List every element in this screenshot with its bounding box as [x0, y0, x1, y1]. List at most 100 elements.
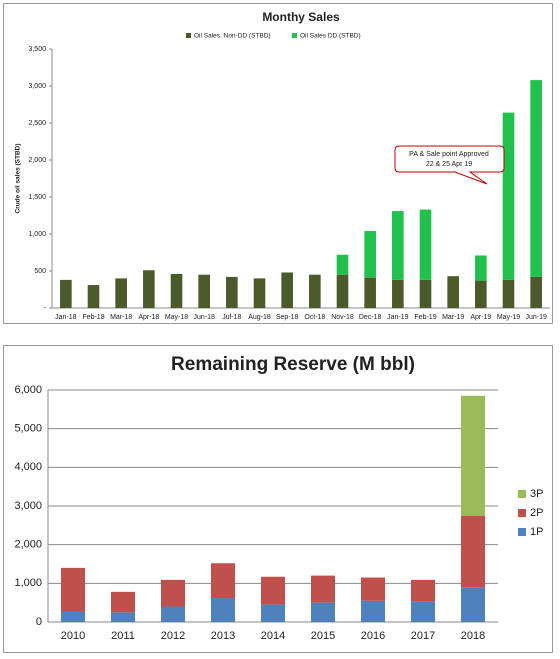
annotation: 22 & 25 Apr 19 — [426, 161, 472, 168]
bar-segment — [502, 279, 515, 308]
y-tick-label: 0 — [36, 616, 42, 628]
x-tick-label: Apr-19 — [470, 314, 491, 321]
y-tick-label: 2,000 — [28, 157, 46, 164]
bar-segment — [392, 211, 404, 280]
bar-segment — [170, 273, 183, 308]
bar-segment — [411, 601, 435, 622]
x-tick-label: Jul-18 — [222, 314, 241, 321]
y-tick-label: 1,000 — [28, 231, 46, 238]
x-tick-label: 2016 — [361, 630, 385, 642]
y-tick-label: 500 — [34, 268, 46, 275]
chart-title: Monthy Sales — [262, 10, 340, 24]
x-tick-label: Jun-18 — [193, 314, 215, 321]
x-tick-label: 2011 — [111, 630, 135, 642]
bar-segment — [311, 602, 335, 622]
y-tick-label: 5,000 — [14, 423, 42, 435]
bar-segment — [530, 276, 542, 308]
bar-segment — [143, 270, 155, 308]
annotation: PA & Sale point Approved — [409, 151, 489, 158]
bar-segment — [475, 280, 487, 308]
bar-segment — [115, 278, 127, 308]
bar-segment — [461, 587, 485, 622]
bar-segment — [502, 112, 515, 280]
y-tick-label: 6,000 — [14, 384, 42, 396]
x-tick-label: Jan-18 — [55, 314, 77, 321]
x-tick-label: Dec-18 — [359, 314, 382, 321]
bar-segment — [161, 606, 185, 622]
bar-segment — [475, 255, 487, 281]
bar-segment — [261, 576, 285, 605]
bar-segment — [336, 254, 349, 275]
legend-label: 2P — [530, 507, 543, 519]
legend-label: 1P — [530, 526, 543, 538]
x-tick-label: 2017 — [411, 630, 435, 642]
bar-segment — [461, 515, 485, 588]
x-tick-label: Aug-18 — [248, 314, 271, 321]
y-axis-label: Crude oil sales (STBD) — [15, 143, 22, 213]
x-tick-label: 2014 — [261, 630, 285, 642]
x-tick-label: May-19 — [497, 314, 520, 321]
x-tick-label: 2013 — [211, 630, 235, 642]
y-tick-label: 3,500 — [28, 46, 46, 53]
bar-segment — [211, 598, 235, 622]
bar-segment — [419, 209, 432, 280]
x-tick-label: 2018 — [461, 630, 485, 642]
x-tick-label: Jan-19 — [387, 314, 409, 321]
chart-title: Remaining Reserve (M bbl) — [171, 354, 415, 375]
bar-segment — [281, 272, 293, 308]
y-tick-label: 1,000 — [14, 577, 42, 589]
legend-label: Oil Sales. Non-DD (STBD) — [194, 33, 271, 40]
bar-segment — [87, 285, 100, 308]
bar-segment — [361, 600, 385, 622]
bar-segment — [111, 612, 135, 622]
bar-segment — [311, 575, 335, 603]
y-tick-label: - — [44, 305, 47, 312]
legend-swatch — [186, 33, 191, 38]
bar-segment — [198, 274, 210, 308]
bar-segment — [419, 279, 432, 308]
x-tick-label: Feb-18 — [82, 314, 104, 321]
bar-segment — [111, 591, 135, 613]
x-tick-label: Jun-19 — [525, 314, 547, 321]
legend-swatch — [518, 509, 526, 517]
x-tick-label: Mar-19 — [442, 314, 464, 321]
bar-segment — [336, 274, 349, 308]
bar-segment — [253, 278, 266, 308]
x-tick-label: Feb-19 — [414, 314, 436, 321]
bar-segment — [309, 274, 321, 308]
bar-segment — [530, 80, 542, 277]
bar-segment — [461, 395, 485, 516]
y-tick-label: 3,000 — [28, 83, 46, 90]
bar-segment — [61, 567, 85, 612]
y-tick-label: 1,500 — [28, 194, 46, 201]
legend-swatch — [292, 33, 297, 38]
legend-label: 3P — [530, 488, 543, 500]
x-tick-label: May-18 — [165, 314, 188, 321]
bar-segment — [392, 279, 404, 308]
x-tick-label: Oct-18 — [304, 314, 325, 321]
bar-segment — [226, 276, 238, 308]
bar-segment — [161, 579, 185, 607]
bar-segment — [364, 277, 376, 308]
y-tick-label: 2,000 — [14, 539, 42, 551]
bar-segment — [364, 231, 376, 278]
x-tick-label: 2012 — [161, 630, 185, 642]
x-tick-label: 2015 — [311, 630, 335, 642]
bar-segment — [411, 579, 435, 602]
x-tick-label: 2010 — [61, 630, 85, 642]
bar-segment — [211, 563, 235, 599]
bar-segment — [261, 604, 285, 622]
y-tick-label: 4,000 — [14, 461, 42, 473]
x-tick-label: Mar-18 — [110, 314, 132, 321]
legend-swatch — [518, 490, 526, 498]
callout — [394, 145, 505, 185]
bar-segment — [447, 276, 459, 308]
bar-segment — [60, 279, 72, 308]
bar-segment — [361, 577, 385, 601]
y-tick-label: 2,500 — [28, 120, 46, 127]
bar-segment — [61, 611, 85, 622]
legend-label: Oil Sales DD (STBD) — [300, 33, 361, 40]
x-tick-label: Nov-18 — [331, 314, 354, 321]
